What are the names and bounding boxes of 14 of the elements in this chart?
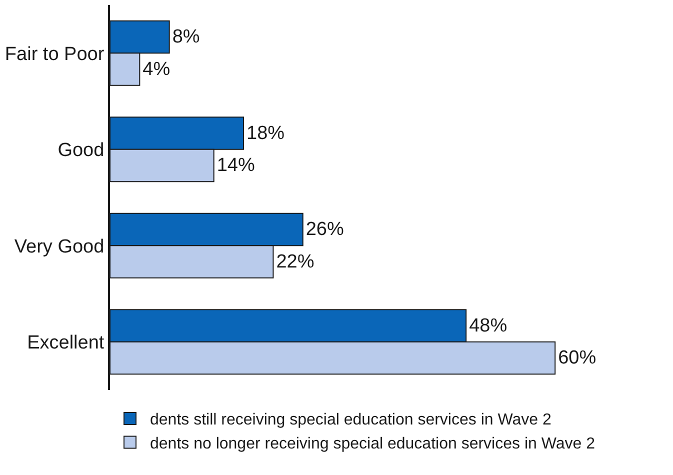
data-label: 22% (276, 251, 314, 272)
legend-label: dents no longer receiving special education services in Wave 2 (150, 435, 596, 452)
data-label: 26% (306, 219, 344, 240)
data-label: 48% (469, 315, 508, 336)
data-label: 8% (172, 26, 200, 48)
y-tick-label: Fair to Poor (4, 44, 105, 65)
data-label: 14% (216, 155, 255, 176)
data-label: 60% (558, 348, 596, 368)
data-label: 4% (142, 58, 170, 80)
y-tick-label: Very Good (14, 236, 104, 258)
legend-label: dents still receiving special education services in Wave 2 (150, 412, 552, 429)
data-label: 18% (246, 122, 285, 144)
y-tick-label: Excellent (27, 332, 105, 354)
y-tick-label: Good (58, 140, 104, 162)
